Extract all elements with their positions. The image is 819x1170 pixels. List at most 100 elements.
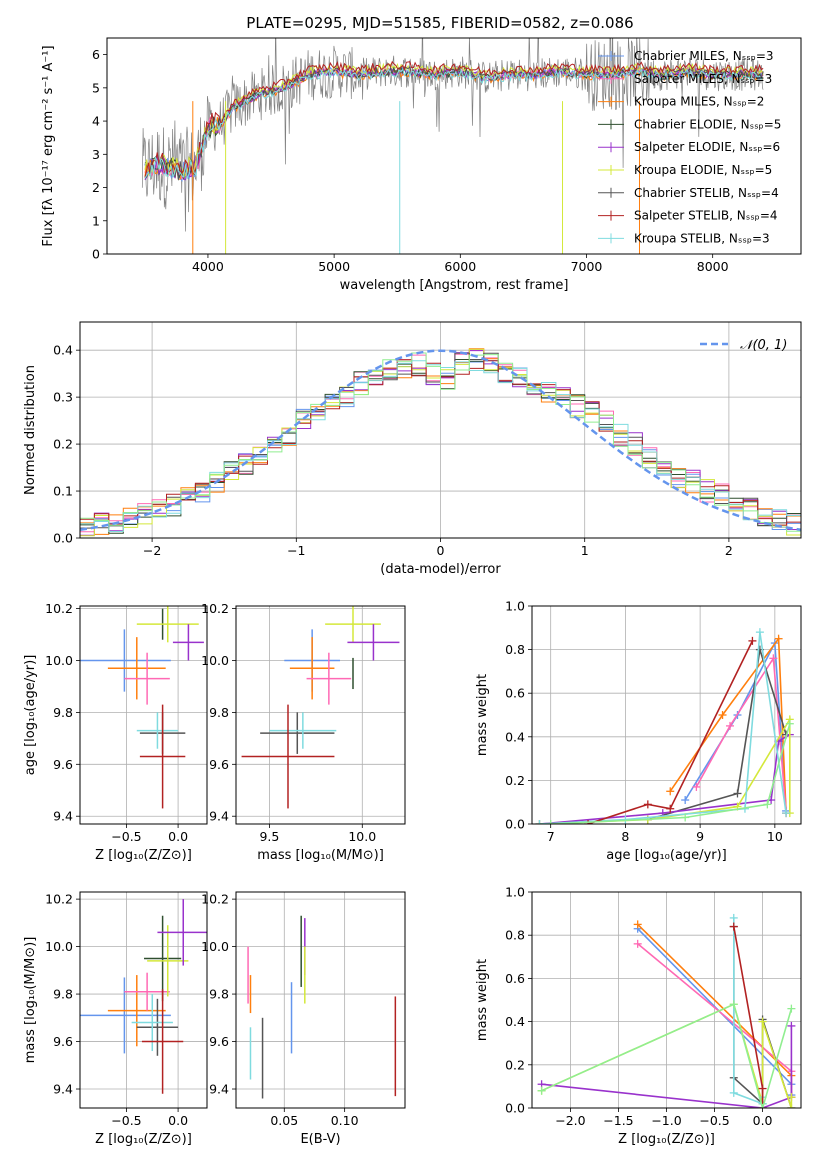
panel-6: −0.5 0.0 9.4 9.6 9.8 10.0 10.2 Z [log₁₀(Z/Z⊙)] m… [23,891,208,1147]
x-tick-label: 7 [547,829,555,844]
y-tick-label: 0.0 [53,531,73,546]
y-tick-label: 9.4 [209,1082,229,1097]
x-tick-label: 0 [437,543,445,558]
panel-8: −2.0 −1.5 −1.0 −0.5 0.0 0.0 0.2 0.4 0.6 0.8 1.0 Z [… [475,885,802,1147]
y-axis-label: Flux [fλ 10⁻¹⁷ erg cm⁻² s⁻¹ A⁻¹] [41,45,56,246]
series-line [587,640,754,824]
legend-label: Salpeter ELODIE, Nₛₛₚ=6 [634,140,780,154]
series-line [541,1025,793,1108]
error-bar-point [136,606,199,643]
legend-label: Salpeter STELIB, Nₛₛₚ=4 [634,209,778,223]
x-tick-label: 2 [725,543,733,558]
histogram-step [80,352,801,538]
x-tick-label: −0.5 [111,829,141,844]
axes-frame [79,605,208,825]
x-tick-label: −2 [143,543,161,558]
y-tick-label: 9.8 [53,705,73,720]
error-bar-point [347,624,400,661]
plot-area [537,913,796,1108]
legend-label: Chabrier ELODIE, Nₛₛₚ=5 [634,117,781,131]
error-bar-point [144,915,182,1002]
histogram-step [80,359,801,538]
series-line [539,733,791,824]
error-bar-point [80,977,171,1054]
x-tick-label: 9.5 [259,829,279,844]
x-axis-label: age [log₁₀(age/yr)] [606,848,727,863]
legend-label: Chabrier STELIB, Nₛₛₚ=4 [634,186,779,200]
x-axis-label: (data-model)/error [380,562,501,577]
error-bar-point [289,637,335,700]
y-tick-label: 9.6 [53,757,73,772]
y-tick-label: 0.2 [505,1057,525,1072]
legend-label: Salpeter MILES, Nₛₛₚ=3 [634,72,772,86]
x-tick-label: −1.0 [651,1113,681,1128]
x-tick-label: 10.0 [348,829,376,844]
y-tick-label: 5 [92,80,100,95]
y-axis-label: Normed distribution [23,365,38,495]
x-tick-label: −0.5 [699,1113,729,1128]
error-bar-point [172,624,204,661]
y-tick-label: 0.2 [53,437,73,452]
error-bar-point [157,899,207,966]
y-tick-label: 0.0 [505,817,525,832]
x-tick-label: −1 [287,543,305,558]
axes-frame [531,891,802,1109]
y-tick-label: 0.0 [505,1101,525,1116]
y-tick-label: 0.8 [505,928,525,943]
series-line [669,636,787,814]
error-bar-point [136,998,179,1056]
x-tick-label: 1 [581,543,589,558]
panel-2: −2 −1 0 1 2 0.0 0.1 0.2 0.3 0.4 (data-model)/error… [23,321,802,577]
y-tick-label: 9.4 [209,809,229,824]
y-tick-label: 0.6 [505,971,525,986]
model-spectrum-line [144,68,764,179]
error-bar-point [136,712,179,749]
panel-3: −0.5 0.0 9.4 9.6 9.8 10.0 10.2 Z [log₁₀(Z/Z⊙)] a… [23,601,208,863]
series-line [541,1003,793,1108]
y-axis-label: mass weight [475,959,490,1041]
x-tick-label: 8 [621,829,629,844]
y-tick-label: 9.8 [53,987,73,1002]
panel-5: 7 8 9 10 0.0 0.2 0.4 0.6 0.8 1.0 age [log₁₀(age/yr… [475,599,802,863]
chart-title: PLATE=0295, MJD=51585, FIBERID=0582, z=0… [246,14,633,32]
y-tick-label: 1.0 [505,599,525,614]
x-axis-label: Z [log₁₀(Z/Z⊙)] [95,848,192,863]
x-axis-label: Z [log₁₀(Z/Z⊙)] [95,1132,192,1147]
plot-area [80,606,204,809]
y-tick-label: 6 [92,47,100,62]
y-tick-label: 9.6 [209,757,229,772]
model-spectrum-line [144,65,764,181]
panel-1: 4000 5000 6000 7000 8000 0 1 2 3 4 5 6 wavelength [A… [41,37,802,293]
axes-frame [106,37,802,255]
plot-area [535,628,794,824]
y-tick-label: 9.4 [53,809,73,824]
error-bar-point [107,975,166,1047]
y-tick-label: 9.4 [53,1082,73,1097]
y-axis-label: age [log₁₀(age/yr)] [23,655,38,776]
error-bar-point [80,629,171,692]
x-tick-label: 6000 [444,259,476,274]
series-line [550,723,791,824]
plot-area [241,606,400,809]
y-tick-label: 10.2 [45,892,73,907]
y-tick-label: 10.2 [201,601,229,616]
legend-label: 𝒩(0, 1) [740,338,787,353]
y-tick-label: 10.0 [45,939,73,954]
y-tick-label: 9.8 [209,705,229,720]
y-tick-label: 0.4 [505,1014,525,1029]
x-axis-label: wavelength [Angstrom, rest frame] [340,278,569,293]
x-tick-label: −2.0 [555,1113,585,1128]
error-bar-point [124,652,170,705]
y-tick-label: 0.2 [505,773,525,788]
y-tick-label: 0.6 [505,686,525,701]
y-tick-label: 9.8 [209,987,229,1002]
x-tick-label: 7000 [571,259,603,274]
error-bar-point [269,712,337,749]
plot-area [141,38,764,254]
x-tick-label: 10 [767,829,783,844]
legend-label: Kroupa STELIB, Nₛₛₚ=3 [634,231,770,245]
x-tick-label: 0.05 [270,1113,298,1128]
y-tick-label: 0 [92,247,100,262]
error-bar-point [107,637,166,700]
